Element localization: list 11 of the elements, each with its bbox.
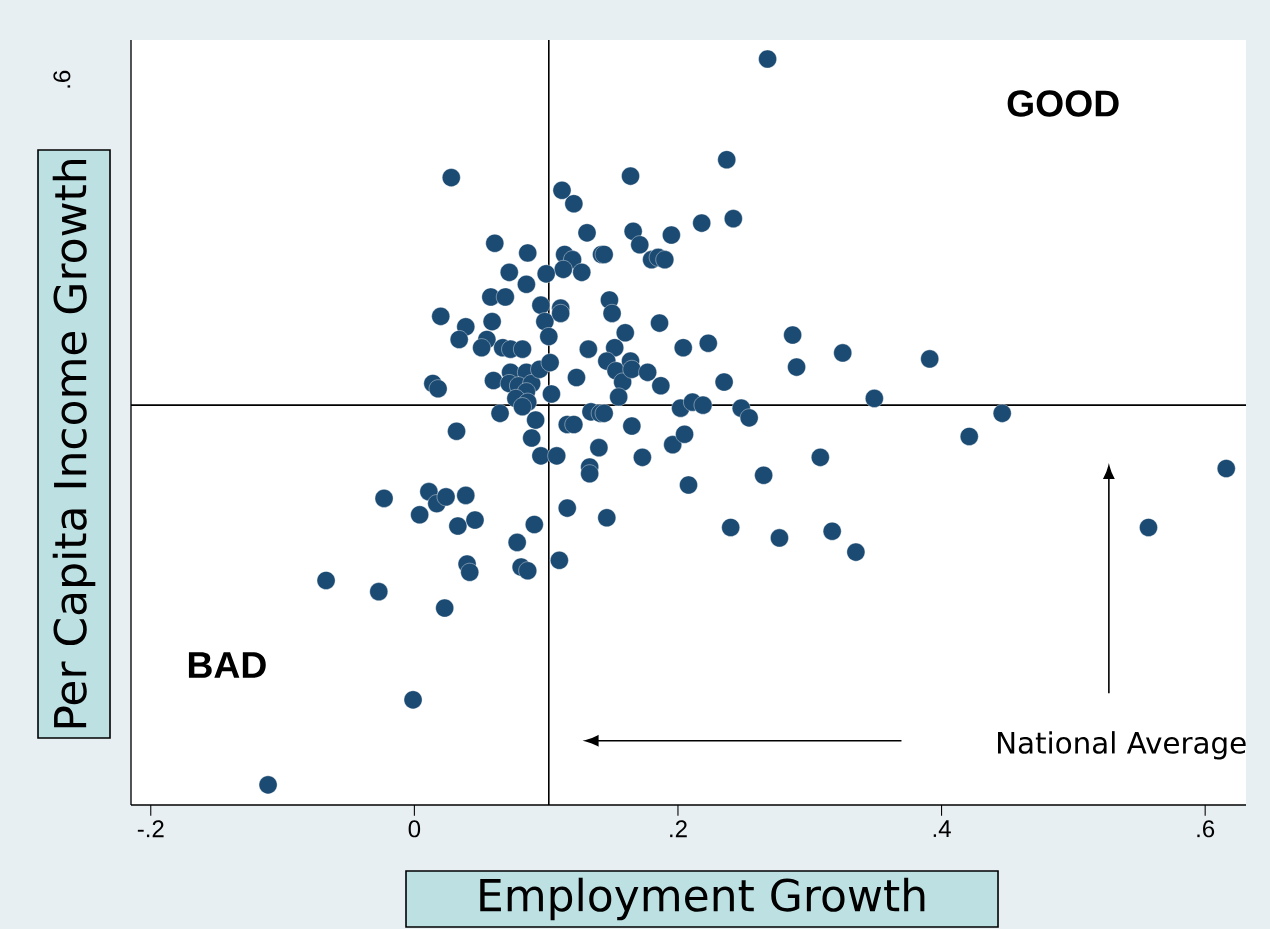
x-tick-label: 0 — [408, 820, 421, 838]
x-axis-title: Employment Growth — [480, 877, 925, 921]
annotation: BAD — [188, 652, 266, 678]
annotation: GOOD — [1007, 90, 1119, 117]
text: .6 — [53, 70, 71, 88]
x-tick-label: -.2 — [137, 820, 164, 838]
x-tick-label: .2 — [670, 820, 687, 838]
x-tick-label: .4 — [933, 820, 951, 837]
x-tick-label: .6 — [1197, 820, 1215, 838]
annotation: National Average — [998, 731, 1246, 760]
y-axis-title: Per Capita Income Growth — [52, 160, 96, 728]
